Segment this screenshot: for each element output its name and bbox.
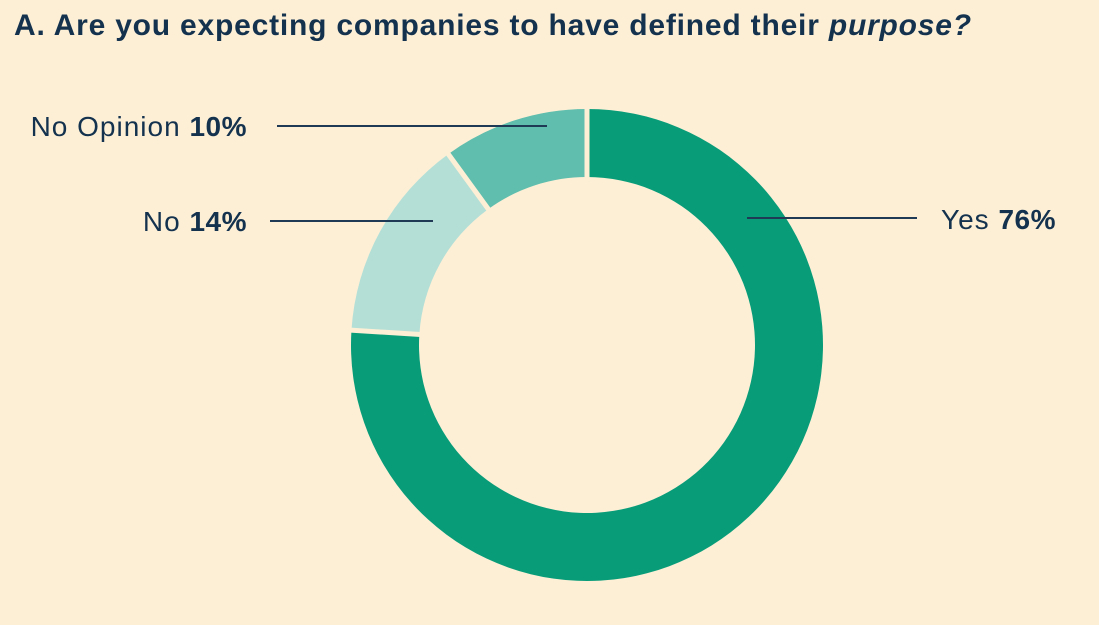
donut-segment-no (351, 154, 489, 335)
callout-no: No 14% (0, 204, 247, 240)
leader-line-yes (747, 217, 917, 219)
callout-no-label: No (142, 206, 181, 237)
segment-gap-line (348, 327, 423, 338)
title-question-text: Are you expecting companies to have defi… (45, 9, 829, 42)
title-emphasis-word: purpose? (828, 9, 972, 42)
callout-no-value: 14% (189, 206, 247, 237)
leader-line-no (270, 220, 433, 222)
callout-no-opinion: No Opinion 10% (0, 109, 247, 145)
callout-yes: Yes 76% (941, 202, 1056, 238)
segment-gap-line (444, 150, 493, 213)
donut-segment-no-opinion (448, 109, 587, 210)
chart-title: A. Are you expecting companies to have d… (14, 6, 972, 46)
leader-line-no-opinion (277, 125, 547, 127)
callout-no-opinion-value: 10% (189, 111, 247, 142)
callout-yes-label: Yes (941, 204, 990, 235)
title-question-letter: A. (14, 9, 46, 42)
callout-no-opinion-label: No Opinion (30, 111, 181, 142)
callout-yes-value: 76% (998, 204, 1057, 235)
